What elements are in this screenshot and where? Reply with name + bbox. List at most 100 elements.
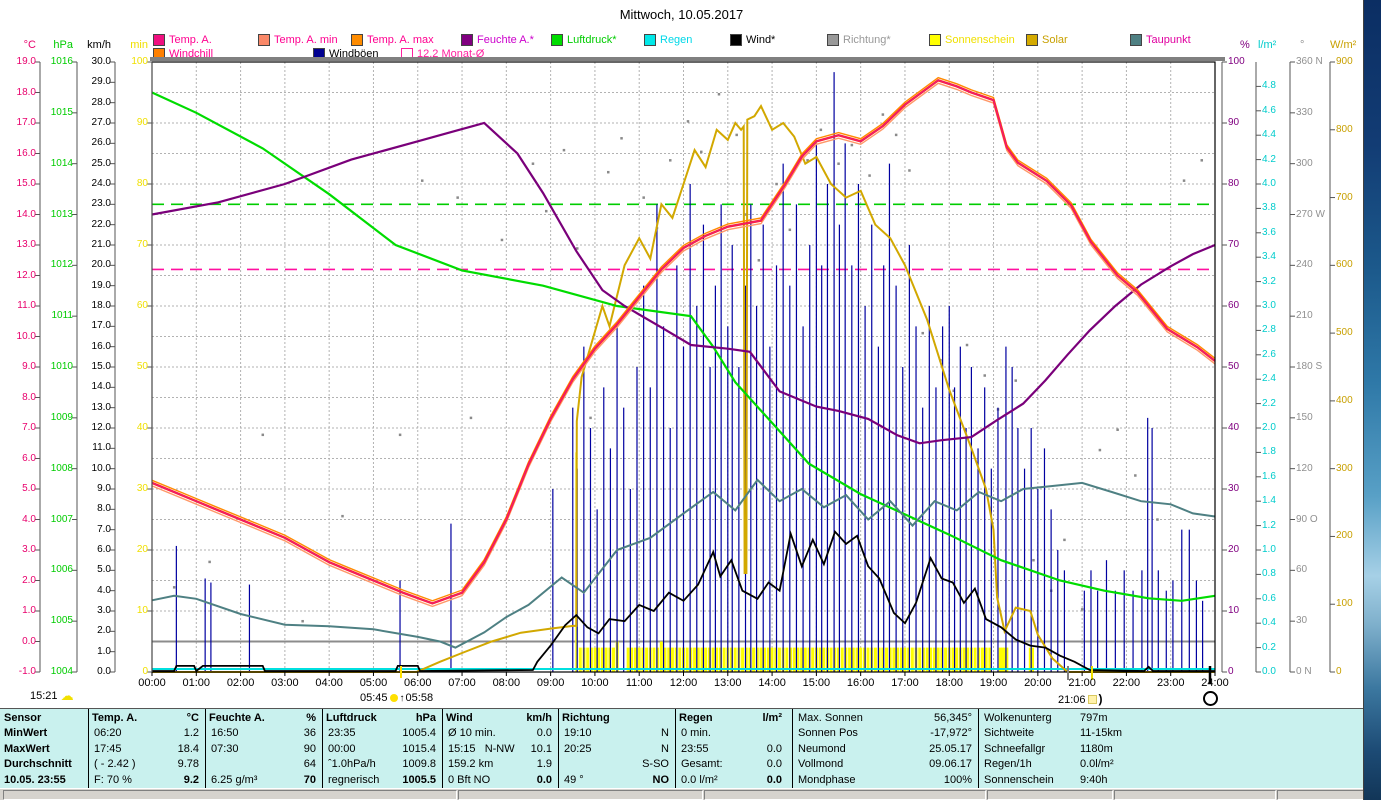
direction-dot — [669, 159, 672, 162]
table-extra-name: Sonnenschein — [984, 773, 1054, 786]
axis-tick-label-direction: 120 — [1296, 462, 1313, 474]
moonrise-time: 15:21 — [30, 690, 58, 702]
humidity-line — [151, 121, 1216, 445]
direction-dot — [1014, 379, 1017, 382]
direction-dot — [607, 170, 610, 174]
axis-tick-label-pressure: 1016 — [50, 56, 73, 67]
legend-label: Regen — [660, 34, 693, 47]
time-axis-label: 06:00 — [403, 677, 432, 689]
direction-dot — [172, 586, 176, 589]
sunrise-annotation: 05:45 ↑05:58 — [360, 692, 433, 704]
axis-tick-label-solar: 400 — [1336, 394, 1353, 406]
table-value: 0.0 — [536, 773, 552, 786]
direction-dot — [921, 331, 924, 335]
table-value: 0.0 — [766, 742, 782, 755]
table-value: 64 — [303, 758, 316, 771]
axis-tick-label-pressure: 1004 — [50, 666, 73, 677]
table-value: 0.0 — [766, 773, 782, 786]
axis-tick-label-solar: 0 — [1336, 666, 1342, 677]
axis-tick-label-wind: 5.0 — [97, 564, 111, 576]
table-value: NO — [652, 773, 670, 786]
table-value: 0.0 — [766, 758, 782, 771]
axis-tick-label-temp: 13.0 — [16, 239, 36, 250]
axis-tick-label-rain: 0.2 — [1262, 641, 1276, 653]
table-value: 1.9 — [536, 758, 552, 771]
direction-dot — [700, 150, 703, 154]
time-axis-label: 01:00 — [182, 677, 211, 689]
temp-core-line — [151, 79, 1216, 604]
axis-tick-label-rain: 0.4 — [1262, 617, 1276, 629]
table-astro-name: Neumond — [798, 742, 846, 755]
statusbar-segment — [458, 790, 703, 800]
axis-tick-label-sunshine: 30 — [136, 483, 148, 494]
time-axis-label: 16:00 — [846, 677, 875, 689]
axis-tick-label-rain: 3.6 — [1262, 226, 1276, 238]
axis-tick-label-rain: 1.8 — [1262, 446, 1276, 458]
legend-label: Temp. A. max — [367, 34, 434, 47]
table-col-unit — [631, 711, 669, 726]
table-value: 9.78 — [177, 758, 199, 771]
table-extra-name: Wolkenunterg — [984, 712, 1052, 724]
axis-tick-label-wind: 24.0 — [91, 178, 111, 189]
axis-tick-label-temp: 14.0 — [16, 208, 36, 220]
axis-tick-label-solar: 600 — [1336, 259, 1353, 271]
axis-tick-label-direction: 90 O — [1296, 513, 1318, 525]
time-axis-label: 21:00 — [1068, 677, 1096, 689]
solar-line — [152, 104, 1215, 673]
direction-dot — [908, 169, 911, 172]
moonset-time: 05:45 — [360, 692, 388, 704]
table-col-name: Feuchte A. — [209, 712, 265, 724]
time-axis-label: 09:00 — [536, 677, 565, 689]
axis-tick-label-wind: 26.0 — [91, 137, 111, 149]
statusbar-segment — [3, 790, 457, 800]
direction-dot — [965, 343, 969, 347]
axis-tick-label-pressure: 1013 — [50, 208, 73, 220]
table-value-time: ( - 2.42 ) — [94, 758, 136, 771]
axis-tick-label-wind: 14.0 — [91, 381, 111, 393]
axis-tick-label-temp: 15.0 — [16, 178, 36, 189]
legend-label: Solar — [1042, 34, 1068, 47]
time-axis-label: 15:00 — [802, 677, 831, 689]
axis-tick-label-temp: 11.0 — [17, 300, 36, 311]
legend-item-sonnenschein: Sonnenschein — [929, 34, 1015, 47]
legend-item-regen: Regen — [644, 34, 693, 47]
time-axis-label: 23:00 — [1156, 677, 1185, 689]
table-col-unit: l/m² — [762, 712, 782, 724]
direction-dot — [983, 374, 986, 377]
table-value-time: 0 Bft NO — [448, 773, 491, 786]
table-value-time: 0 min. — [681, 727, 711, 740]
axis-tick-label-wind: 27.0 — [91, 117, 111, 128]
axis-tick-label-direction: 270 W — [1296, 208, 1325, 220]
axis-tick-label-wind: 12.0 — [91, 422, 111, 433]
axis-tick-label-wind: 11.0 — [92, 442, 111, 454]
direction-dot — [469, 416, 473, 420]
axis-tick-label-wind: 1.0 — [97, 645, 111, 657]
axis-tick-label-rain: 2.0 — [1262, 422, 1276, 433]
axis-tick-label-direction: 330 — [1296, 106, 1313, 118]
axis-tick-label-wind: 10.0 — [91, 462, 111, 474]
axis-tick-label-wind: 17.0 — [91, 320, 111, 332]
time-axis-label: 24:00 — [1201, 677, 1229, 689]
table-value-time: F: 70 % — [94, 773, 132, 786]
time-axis-label: 11:00 — [625, 677, 653, 689]
axis-tick-label-humidity: 80 — [1228, 178, 1240, 189]
time-axis-label: 00:00 — [138, 677, 166, 689]
table-value: 1009.8 — [402, 758, 436, 771]
legend-swatch-icon — [827, 34, 839, 47]
axis-tick-label-rain: 3.2 — [1262, 275, 1276, 287]
axis-tick-label-wind: 13.0 — [91, 401, 111, 413]
axis-tick-label-temp: 1.0 — [22, 605, 36, 616]
axis-tick-label-rain: 4.2 — [1262, 153, 1276, 165]
table-column-separator — [978, 709, 979, 789]
time-axis-label: 18:00 — [935, 677, 964, 689]
sensor-data-table: Sensor MinWert MaxWert Durchschnitt 10.05. 2… — [0, 708, 1363, 789]
table-value-time: ˆ1.0hPa/h — [328, 758, 376, 771]
axis-tick-label-wind: 23.0 — [91, 198, 111, 210]
table-col-name: Regen — [679, 712, 713, 724]
axis-tick-label-temp: 18.0 — [16, 86, 36, 98]
table-value-time: 49 ° — [564, 773, 584, 786]
axis-tick-label-pressure: 1011 — [51, 310, 73, 322]
axis-tick-label-wind: 4.0 — [97, 584, 111, 596]
axis-tick-label-wind: 20.0 — [91, 259, 111, 271]
legend-swatch-icon — [1130, 34, 1142, 47]
